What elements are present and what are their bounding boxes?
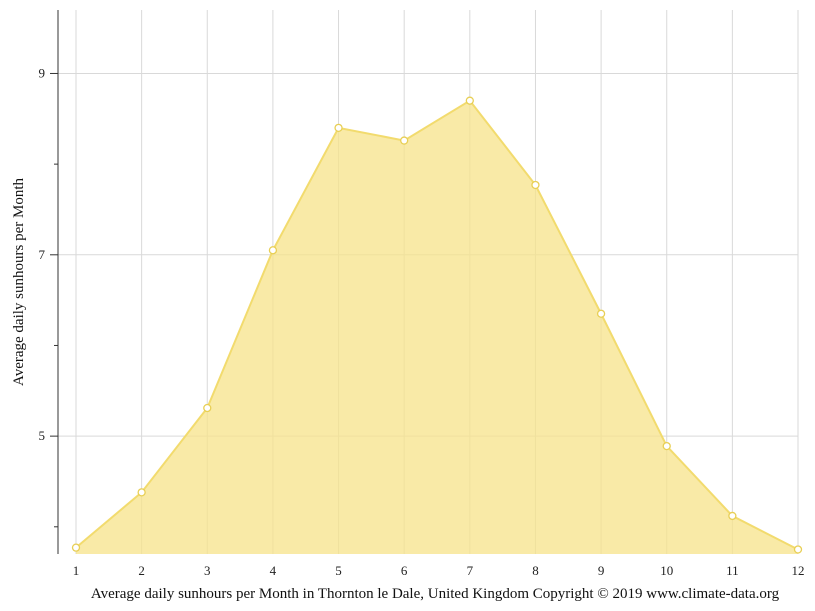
data-point bbox=[531, 180, 540, 190]
x-tick-label: 11 bbox=[726, 563, 739, 578]
x-tick-label: 4 bbox=[270, 563, 277, 578]
x-axis-title: Average daily sunhours per Month in Thor… bbox=[91, 586, 780, 602]
data-points bbox=[71, 96, 803, 554]
y-tick-label: 7 bbox=[39, 247, 46, 262]
data-point bbox=[596, 309, 606, 318]
data-point bbox=[71, 543, 81, 552]
data-point bbox=[465, 96, 474, 105]
x-tick-label: 2 bbox=[138, 563, 145, 578]
axes bbox=[50, 10, 59, 554]
x-tick-label: 5 bbox=[335, 563, 342, 578]
data-point bbox=[400, 136, 409, 145]
y-tick-label: 5 bbox=[39, 428, 46, 443]
data-point bbox=[203, 403, 212, 413]
x-tick-label: 1 bbox=[73, 563, 80, 578]
y-axis-title: Average daily sunhours per Month bbox=[11, 178, 27, 387]
data-point bbox=[793, 545, 803, 554]
data-point bbox=[662, 441, 671, 451]
data-point bbox=[334, 123, 343, 133]
area-fill bbox=[76, 100, 798, 555]
x-tick-label: 3 bbox=[204, 563, 211, 578]
y-tick-label: 9 bbox=[39, 65, 46, 80]
x-tick-label: 6 bbox=[401, 563, 408, 578]
x-tick-label: 8 bbox=[532, 563, 539, 578]
area-series bbox=[75, 99, 799, 555]
x-tick-label: 7 bbox=[467, 563, 474, 578]
x-tick-label: 10 bbox=[660, 563, 673, 578]
x-tick-label: 12 bbox=[792, 563, 805, 578]
data-point bbox=[137, 488, 146, 497]
data-point bbox=[728, 511, 737, 521]
x-tick-label: 9 bbox=[598, 563, 605, 578]
data-point bbox=[268, 246, 278, 255]
series-line bbox=[75, 99, 799, 551]
